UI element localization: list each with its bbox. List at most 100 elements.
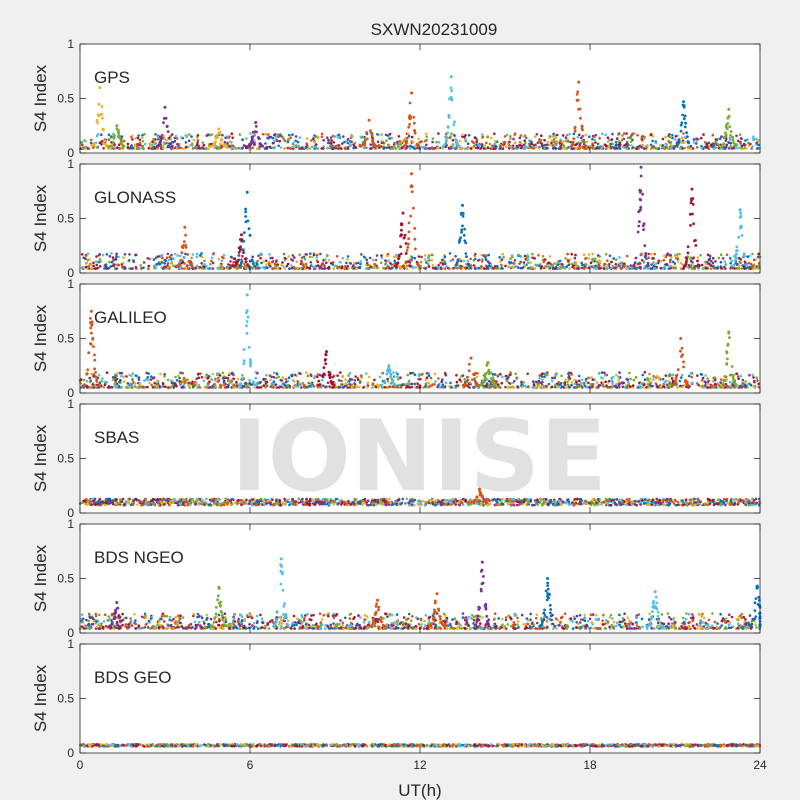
data-point bbox=[320, 147, 324, 150]
data-point bbox=[504, 145, 508, 148]
data-point bbox=[271, 256, 274, 260]
data-point bbox=[568, 267, 571, 270]
data-point bbox=[241, 138, 244, 141]
data-point bbox=[95, 263, 98, 267]
data-point-event bbox=[456, 259, 460, 263]
data-point bbox=[281, 261, 284, 264]
data-point bbox=[657, 259, 660, 263]
data-point-event bbox=[251, 259, 254, 263]
data-point bbox=[687, 264, 691, 267]
data-point bbox=[163, 262, 166, 265]
data-point bbox=[360, 253, 363, 256]
data-point bbox=[573, 256, 577, 260]
data-point bbox=[541, 254, 545, 258]
data-point bbox=[500, 263, 503, 267]
data-point bbox=[165, 139, 168, 142]
data-point bbox=[561, 140, 565, 143]
data-point bbox=[704, 145, 707, 149]
data-point bbox=[551, 146, 555, 150]
data-point bbox=[683, 136, 687, 139]
data-point bbox=[305, 266, 309, 269]
data-point bbox=[134, 137, 137, 140]
data-point bbox=[161, 382, 165, 385]
data-point bbox=[505, 133, 509, 137]
data-point bbox=[551, 134, 555, 138]
data-point bbox=[255, 263, 259, 266]
data-point bbox=[86, 147, 89, 150]
data-point bbox=[606, 265, 609, 269]
data-point-event bbox=[731, 264, 735, 268]
data-point bbox=[668, 260, 672, 264]
data-point bbox=[197, 146, 201, 149]
data-point-event bbox=[576, 90, 580, 94]
data-point bbox=[531, 266, 534, 269]
data-point bbox=[508, 265, 511, 269]
data-point bbox=[574, 261, 578, 264]
data-point bbox=[300, 260, 304, 264]
data-point bbox=[113, 143, 116, 147]
data-point bbox=[132, 260, 135, 263]
data-point bbox=[93, 267, 97, 270]
data-point bbox=[460, 147, 463, 150]
data-point bbox=[160, 261, 164, 264]
data-point bbox=[634, 267, 638, 270]
data-point bbox=[185, 135, 189, 139]
data-point-event bbox=[576, 98, 580, 102]
data-point bbox=[317, 379, 321, 383]
data-point bbox=[353, 386, 356, 389]
data-point bbox=[524, 134, 527, 137]
data-point bbox=[431, 137, 435, 140]
data-point-event bbox=[490, 377, 493, 381]
data-point bbox=[244, 146, 248, 150]
data-point bbox=[708, 144, 711, 148]
data-point bbox=[190, 256, 193, 260]
data-point bbox=[346, 141, 350, 145]
data-point bbox=[112, 258, 115, 262]
data-point-event bbox=[400, 228, 403, 232]
data-point-event bbox=[397, 257, 400, 261]
data-point-event bbox=[484, 376, 487, 380]
data-point-event bbox=[726, 344, 730, 347]
data-point bbox=[550, 264, 554, 268]
data-point-event bbox=[210, 144, 213, 148]
data-point bbox=[178, 376, 181, 380]
data-point bbox=[102, 385, 106, 389]
data-point bbox=[601, 132, 604, 136]
data-point-event bbox=[455, 140, 458, 144]
data-point-event bbox=[236, 259, 240, 262]
data-point-event bbox=[92, 345, 95, 348]
data-point bbox=[384, 259, 387, 262]
data-point-peak bbox=[461, 203, 464, 207]
data-point bbox=[493, 144, 497, 147]
data-point-event bbox=[214, 137, 218, 140]
data-point bbox=[702, 133, 705, 136]
data-point bbox=[365, 258, 369, 262]
data-point bbox=[356, 378, 360, 382]
data-point bbox=[151, 386, 155, 389]
data-point bbox=[162, 146, 165, 149]
data-point bbox=[508, 137, 512, 141]
data-point bbox=[757, 252, 761, 256]
data-point bbox=[282, 265, 285, 268]
data-point bbox=[537, 254, 540, 257]
data-point bbox=[541, 144, 544, 147]
data-point bbox=[581, 263, 584, 267]
data-point bbox=[584, 377, 588, 381]
data-point bbox=[409, 259, 412, 262]
data-point bbox=[752, 376, 755, 379]
data-point bbox=[670, 377, 674, 380]
data-point bbox=[322, 138, 325, 142]
data-point bbox=[405, 267, 409, 270]
data-point-peak bbox=[577, 80, 581, 84]
data-point bbox=[668, 133, 671, 136]
data-point bbox=[690, 375, 693, 379]
data-point bbox=[283, 267, 287, 270]
data-point bbox=[617, 133, 620, 136]
data-point bbox=[746, 138, 749, 141]
data-point bbox=[153, 142, 156, 145]
data-point bbox=[397, 135, 401, 138]
data-point bbox=[573, 382, 577, 386]
data-point bbox=[123, 253, 127, 256]
data-point bbox=[617, 383, 621, 387]
data-point bbox=[313, 134, 316, 137]
